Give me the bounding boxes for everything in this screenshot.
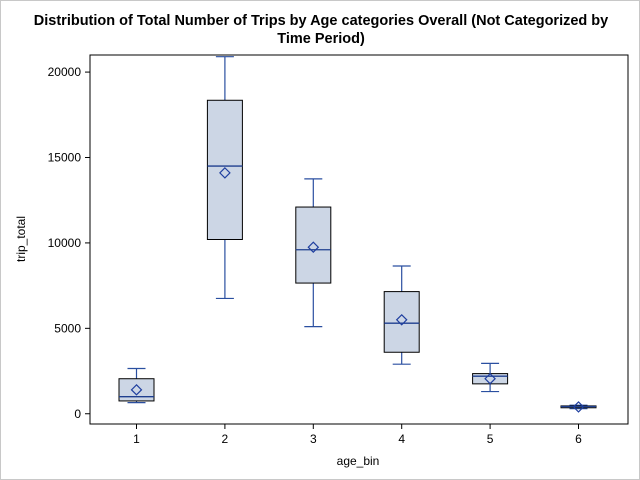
box-iqr [206, 99, 243, 241]
y-tick-label: 0 [74, 407, 81, 421]
box-group-1 [118, 367, 155, 404]
mean-marker [484, 372, 496, 385]
box-group-6 [560, 401, 597, 413]
y-tick-label: 5000 [54, 321, 81, 335]
mean-marker [219, 167, 231, 179]
mean-marker [307, 241, 320, 254]
box-iqr [383, 291, 420, 353]
y-axis-label: trip_total [14, 216, 28, 262]
mean-marker [572, 401, 585, 413]
chart-title-line-2: Time Period) [277, 31, 365, 47]
mean-marker [395, 313, 408, 326]
x-tick-label: 6 [575, 432, 582, 446]
x-tick-label: 2 [222, 432, 229, 446]
x-axis-label: age_bin [337, 454, 380, 468]
x-axis-ticks: 1 2 3 4 5 6 [133, 424, 582, 446]
box-group-3 [295, 178, 332, 328]
y-tick-label: 20000 [48, 65, 82, 79]
box-series [118, 56, 597, 413]
x-tick-label: 1 [133, 432, 140, 446]
box-group-5 [472, 362, 509, 393]
chart-title-line-1: Distribution of Total Number of Trips by… [34, 13, 608, 29]
mean-marker [130, 383, 143, 396]
y-axis-ticks: 0 5000 10000 15000 20000 [48, 65, 90, 421]
box-iqr [118, 378, 155, 402]
y-tick-label: 10000 [48, 236, 82, 250]
box-group-2 [206, 56, 243, 300]
box-iqr [472, 373, 509, 385]
x-tick-label: 5 [487, 432, 494, 446]
plot-area [89, 54, 629, 425]
box-group-4 [383, 265, 420, 365]
box-iqr [295, 206, 332, 284]
x-tick-label: 4 [398, 432, 405, 446]
x-tick-label: 3 [310, 432, 317, 446]
y-tick-label: 15000 [48, 151, 82, 165]
